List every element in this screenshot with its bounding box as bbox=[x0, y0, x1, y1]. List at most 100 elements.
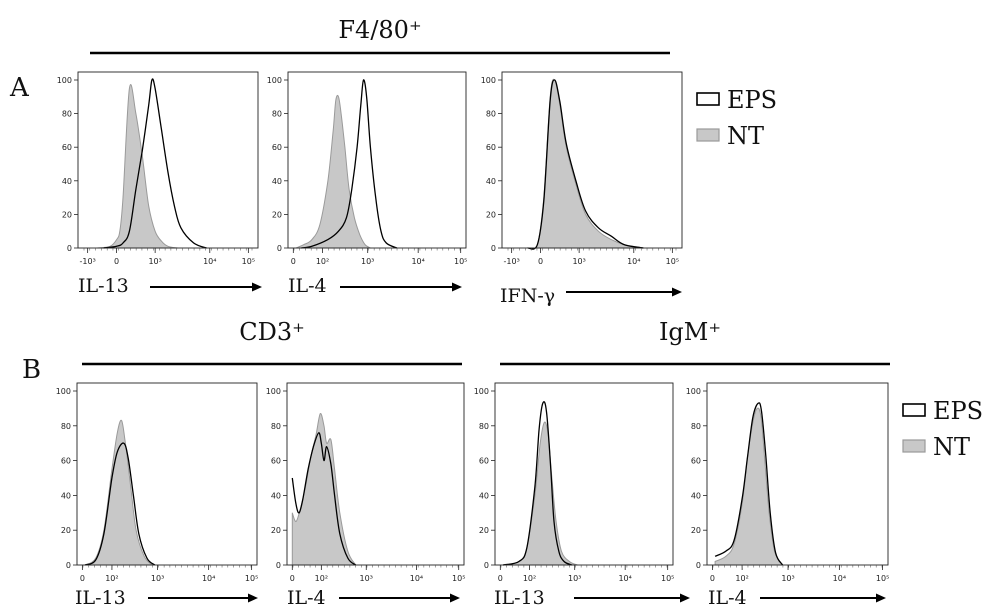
y-tick-label-a3: 0 bbox=[491, 244, 496, 253]
x-tick-label-a1: 0 bbox=[114, 257, 119, 266]
y-tick-label-b2: 80 bbox=[271, 422, 281, 431]
histogram-b2: 0 20 40 60 80 100 0 10² 10³ 10⁴ 10⁵ IL-4 bbox=[266, 382, 465, 609]
x-axis-arrowhead-b3 bbox=[680, 593, 690, 603]
series-nt-b4 bbox=[714, 407, 784, 566]
histogram-a3: 0 20 40 60 80 100 -10³ 0 10³ 10⁴ 10⁵ IFN-γ bbox=[481, 71, 683, 307]
legend-b-eps-label: EPS bbox=[933, 397, 983, 425]
y-tick-label-b1: 100 bbox=[56, 387, 71, 396]
x-tick-label-b4: 10⁴ bbox=[833, 574, 846, 583]
group-label-f480: F4/80⁺ bbox=[338, 16, 421, 44]
histogram-b4: 0 20 40 60 80 100 0 10² 10³ 10⁴ 10⁵ IL-4 bbox=[686, 382, 889, 609]
x-tick-label-b4: 10³ bbox=[781, 574, 794, 583]
y-tick-label-a3: 100 bbox=[481, 76, 496, 85]
y-tick-label-b3: 100 bbox=[474, 387, 489, 396]
y-tick-label-b1: 40 bbox=[61, 491, 71, 500]
x-tick-label-b3: 10³ bbox=[568, 574, 581, 583]
legend-a-eps-label: EPS bbox=[727, 86, 777, 114]
legend-b-nt-label: NT bbox=[933, 433, 970, 461]
x-tick-label-a1: 10⁵ bbox=[242, 257, 255, 266]
series-nt-b2 bbox=[291, 413, 357, 566]
x-tick-label-a1: 10⁴ bbox=[203, 257, 216, 266]
legend-b-nt-swatch bbox=[902, 439, 926, 453]
x-axis-label-b1: IL-13 bbox=[75, 587, 126, 609]
histogram-a2: 0 20 40 60 80 100 0 10² 10³ 10⁴ 10⁵ IL-4 bbox=[267, 71, 467, 297]
x-axis-label-b3: IL-13 bbox=[494, 587, 545, 609]
x-tick-label-b1: 10³ bbox=[151, 574, 164, 583]
y-tick-label-b3: 60 bbox=[479, 457, 489, 466]
x-tick-label-a2: 10⁵ bbox=[454, 257, 467, 266]
series-eps-b2 bbox=[291, 432, 357, 566]
series-eps-b4 bbox=[714, 402, 784, 566]
x-axis-arrowhead-a2 bbox=[452, 282, 462, 292]
panel-label-a: A bbox=[9, 73, 30, 103]
y-tick-label-a1: 100 bbox=[57, 76, 72, 85]
x-tick-label-b3: 10⁵ bbox=[661, 574, 674, 583]
y-tick-label-a2: 80 bbox=[272, 110, 282, 119]
y-tick-label-b4: 20 bbox=[691, 526, 701, 535]
y-tick-label-a2: 0 bbox=[277, 244, 282, 253]
y-tick-label-b1: 20 bbox=[61, 526, 71, 535]
series-eps-b3 bbox=[502, 401, 573, 566]
y-tick-label-b1: 0 bbox=[66, 561, 71, 570]
plot-frame-b4 bbox=[706, 382, 889, 566]
series-eps-a2 bbox=[301, 79, 398, 249]
y-tick-label-a1: 0 bbox=[67, 244, 72, 253]
y-tick-label-a3: 60 bbox=[486, 143, 496, 152]
legend-a-eps-swatch bbox=[696, 92, 720, 106]
x-tick-label-b4: 0 bbox=[710, 574, 715, 583]
y-tick-label-a1: 40 bbox=[62, 177, 72, 186]
x-tick-label-a3: 0 bbox=[538, 257, 543, 266]
x-axis-label-b4: IL-4 bbox=[708, 587, 747, 609]
y-tick-label-a3: 40 bbox=[486, 177, 496, 186]
series-nt-a3 bbox=[527, 78, 644, 250]
y-tick-label-a1: 80 bbox=[62, 110, 72, 119]
x-tick-label-b3: 10⁴ bbox=[618, 574, 631, 583]
y-tick-label-b4: 40 bbox=[691, 491, 701, 500]
y-tick-label-b2: 40 bbox=[271, 491, 281, 500]
legend-a-nt-label: NT bbox=[727, 122, 764, 150]
histogram-a1: 0 20 40 60 80 100 -10³ 0 10³ 10⁴ 10⁵ IL-13 bbox=[57, 71, 262, 297]
y-tick-label-b2: 100 bbox=[266, 387, 281, 396]
x-axis-arrowhead-b2 bbox=[450, 593, 460, 603]
y-tick-label-b4: 80 bbox=[691, 422, 701, 431]
panel-label-b: B bbox=[22, 355, 41, 385]
y-tick-label-b3: 40 bbox=[479, 491, 489, 500]
x-axis-label-a1: IL-13 bbox=[78, 275, 129, 297]
legend-a-nt-swatch bbox=[696, 128, 720, 142]
y-tick-label-b3: 20 bbox=[479, 526, 489, 535]
x-tick-label-b3: 0 bbox=[498, 574, 503, 583]
plot-frame-a2 bbox=[287, 71, 467, 249]
x-tick-label-b2: 10² bbox=[315, 574, 328, 583]
x-tick-label-b1: 10⁵ bbox=[245, 574, 258, 583]
x-tick-label-a1: 10³ bbox=[148, 257, 161, 266]
y-tick-label-b1: 80 bbox=[61, 422, 71, 431]
y-tick-label-a2: 60 bbox=[272, 143, 282, 152]
histogram-plots: 0 20 40 60 80 100 -10³ 0 10³ 10⁴ 10⁵ IL-13 0 20 40 60 80… bbox=[56, 71, 889, 609]
y-tick-label-a2: 20 bbox=[272, 210, 282, 219]
series-eps-a1 bbox=[103, 78, 207, 249]
x-tick-label-b4: 10² bbox=[735, 574, 748, 583]
y-tick-label-b3: 0 bbox=[484, 561, 489, 570]
x-axis-arrowhead-b1 bbox=[248, 593, 258, 603]
series-nt-b3 bbox=[502, 421, 578, 566]
y-tick-label-b4: 100 bbox=[686, 387, 701, 396]
legend-b-eps-swatch bbox=[902, 403, 926, 417]
histogram-b3: 0 20 40 60 80 100 0 10² 10³ 10⁴ 10⁵ IL-13 bbox=[474, 382, 690, 609]
x-tick-label-b1: 0 bbox=[80, 574, 85, 583]
y-tick-label-a2: 40 bbox=[272, 177, 282, 186]
y-tick-label-a1: 20 bbox=[62, 210, 72, 219]
plot-frame-a1 bbox=[77, 71, 259, 249]
x-tick-label-a2: 10⁴ bbox=[411, 257, 424, 266]
y-tick-label-b2: 20 bbox=[271, 526, 281, 535]
x-tick-label-a2: 10² bbox=[316, 257, 329, 266]
x-tick-label-b2: 10⁴ bbox=[410, 574, 423, 583]
x-axis-label-a3: IFN-γ bbox=[500, 285, 555, 307]
y-tick-label-b3: 80 bbox=[479, 422, 489, 431]
x-tick-label-b2: 10⁵ bbox=[452, 574, 465, 583]
x-tick-label-b1: 10² bbox=[105, 574, 118, 583]
x-tick-label-a3: -10³ bbox=[504, 257, 520, 266]
group-label-igm: IgM⁺ bbox=[659, 318, 721, 346]
plot-frame-a3 bbox=[501, 71, 683, 249]
plot-frame-b2 bbox=[286, 382, 465, 566]
